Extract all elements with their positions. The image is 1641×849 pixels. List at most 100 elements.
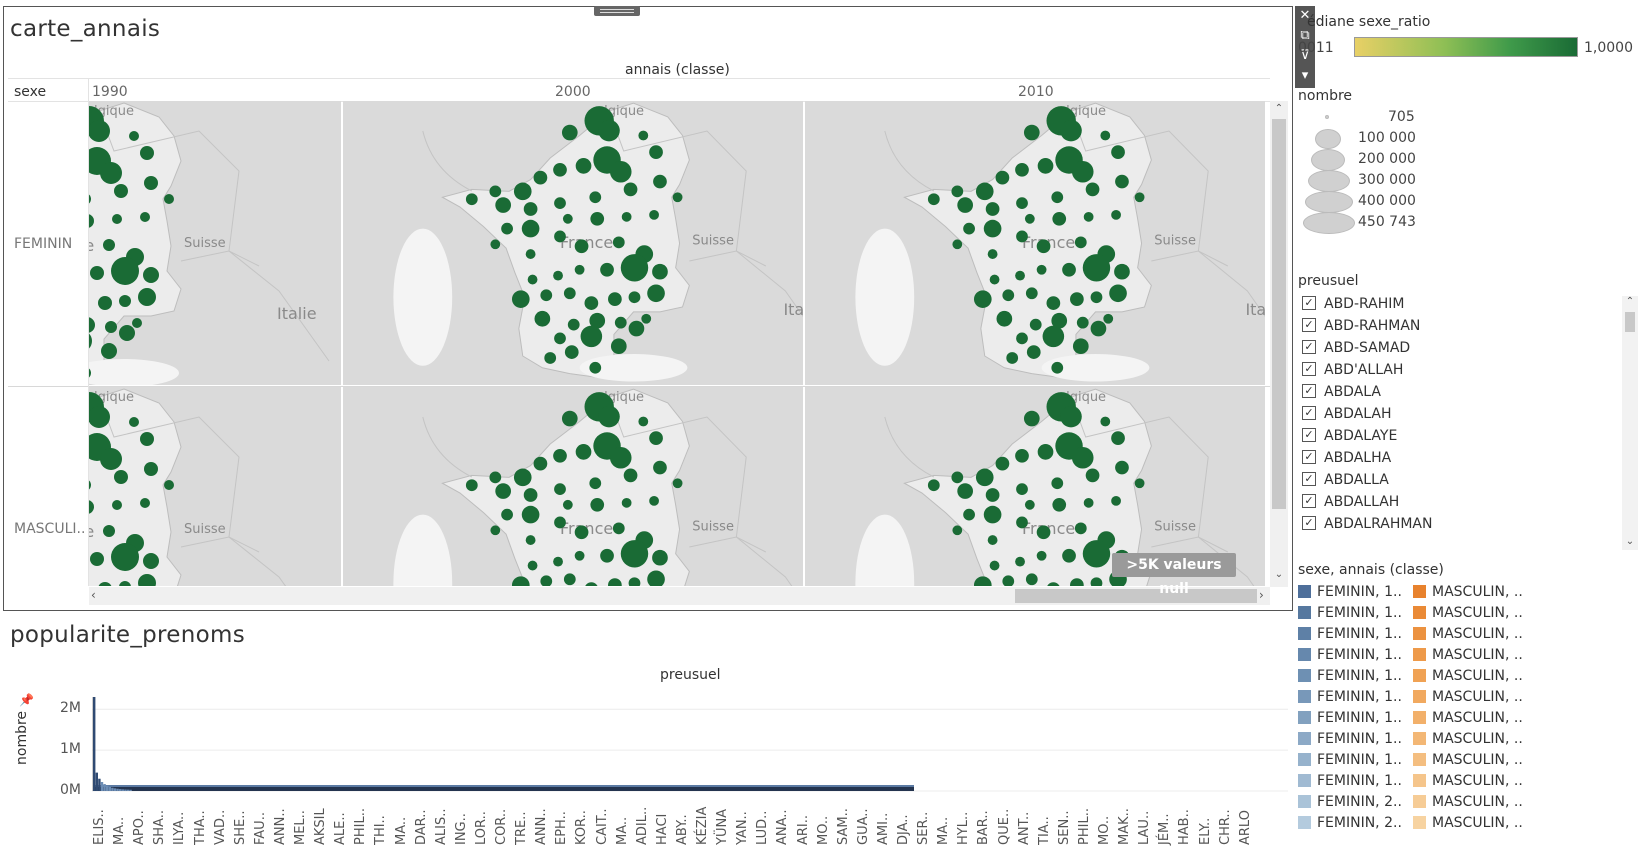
map-bubble[interactable] bbox=[1023, 410, 1040, 427]
map-bubble[interactable] bbox=[609, 446, 632, 469]
map-bubble[interactable] bbox=[672, 478, 683, 489]
filter-item[interactable]: ✓ ABD-RAHIM bbox=[1302, 296, 1405, 316]
checkbox-checked-icon[interactable]: ✓ bbox=[1302, 340, 1316, 354]
map-bubble[interactable] bbox=[164, 480, 174, 490]
map-bubble[interactable] bbox=[1082, 540, 1111, 568]
map-bubble[interactable] bbox=[983, 219, 1002, 238]
map-bubble[interactable] bbox=[90, 266, 104, 280]
legend-item-masculin[interactable]: MASCULIN, .. bbox=[1413, 773, 1523, 793]
map-bubble[interactable] bbox=[111, 543, 139, 571]
map-bubble[interactable] bbox=[649, 145, 663, 160]
map-bubble[interactable] bbox=[575, 158, 592, 174]
null-values-badge[interactable]: >5K valeurs null bbox=[1112, 553, 1236, 597]
map-bubble[interactable] bbox=[140, 212, 150, 222]
checkbox-checked-icon[interactable]: ✓ bbox=[1302, 406, 1316, 420]
map-bubble[interactable] bbox=[647, 570, 665, 586]
map-bubble[interactable] bbox=[513, 182, 532, 201]
map-cell-feminin-2010[interactable]: lgiqueFranceSuisseItalie bbox=[805, 101, 1265, 385]
map-bubble[interactable] bbox=[584, 296, 599, 310]
bar[interactable] bbox=[100, 782, 104, 791]
map-bubble[interactable] bbox=[609, 160, 632, 183]
map-bubble[interactable] bbox=[540, 289, 553, 302]
map-bubble[interactable] bbox=[652, 263, 668, 280]
map-bubble[interactable] bbox=[989, 560, 1000, 571]
map-bubble[interactable] bbox=[490, 525, 501, 536]
map-bubble[interactable] bbox=[621, 497, 632, 508]
legend-item-feminin[interactable]: FEMININ, 1.. bbox=[1298, 689, 1402, 709]
legend-item-masculin[interactable]: MASCULIN, .. bbox=[1413, 689, 1523, 709]
legend-item-feminin[interactable]: FEMININ, 1.. bbox=[1298, 731, 1402, 751]
map-bubble[interactable] bbox=[628, 320, 645, 337]
filter-scrollbar[interactable]: ⌃ ⌄ bbox=[1622, 296, 1638, 550]
map-bubble[interactable] bbox=[574, 239, 589, 254]
map-bubble[interactable] bbox=[144, 176, 158, 190]
map-bubble[interactable] bbox=[1016, 516, 1028, 529]
filter-item[interactable]: ✓ ABDALLAH bbox=[1302, 494, 1399, 514]
map-bubble[interactable] bbox=[1114, 263, 1130, 280]
bar[interactable] bbox=[103, 784, 106, 791]
map-bubble[interactable] bbox=[963, 222, 975, 235]
map-bubble[interactable] bbox=[1085, 468, 1100, 483]
legend-item-feminin[interactable]: FEMININ, 1.. bbox=[1298, 710, 1402, 730]
map-bubble[interactable] bbox=[589, 477, 602, 490]
map-bubble[interactable] bbox=[1111, 431, 1125, 446]
map-bubble[interactable] bbox=[1090, 291, 1103, 304]
map-bubble[interactable] bbox=[1036, 264, 1047, 275]
map-bubble[interactable] bbox=[89, 330, 92, 352]
map-bubble[interactable] bbox=[98, 582, 112, 586]
legend-item-feminin[interactable]: FEMININ, 2.. bbox=[1298, 794, 1402, 814]
map-bubble[interactable] bbox=[589, 312, 606, 329]
map-bubble[interactable] bbox=[957, 197, 973, 213]
map-bubble[interactable] bbox=[100, 448, 122, 470]
map-bubble[interactable] bbox=[527, 560, 538, 571]
map-bubble[interactable] bbox=[144, 462, 158, 476]
map-bubble[interactable] bbox=[1072, 338, 1089, 355]
map-bubble[interactable] bbox=[114, 184, 128, 198]
map-bubble[interactable] bbox=[495, 483, 511, 499]
filter-item[interactable]: ✓ ABDALHA bbox=[1302, 450, 1391, 470]
map-bubble[interactable] bbox=[164, 194, 174, 204]
map-bubble[interactable] bbox=[608, 578, 622, 586]
map-bubble[interactable] bbox=[580, 325, 603, 348]
map-bubble[interactable] bbox=[1070, 292, 1084, 307]
bar[interactable] bbox=[116, 788, 119, 791]
legend-item-masculin[interactable]: MASCULIN, .. bbox=[1413, 710, 1523, 730]
map-bubble[interactable] bbox=[623, 468, 638, 483]
map-bubble[interactable] bbox=[140, 432, 154, 446]
map-bubble[interactable] bbox=[89, 479, 91, 491]
map-bubble[interactable] bbox=[987, 535, 998, 545]
map-bubble[interactable] bbox=[1083, 211, 1094, 222]
map-bubble[interactable] bbox=[119, 581, 131, 586]
map-cell-masculin-2000[interactable]: lgiqueFranceSuisse bbox=[343, 387, 803, 586]
checkbox-checked-icon[interactable]: ✓ bbox=[1302, 494, 1316, 508]
map-bubble[interactable] bbox=[89, 193, 91, 205]
map-bubble[interactable] bbox=[1024, 499, 1035, 510]
map-bubble[interactable] bbox=[1016, 230, 1028, 243]
filter-icon[interactable]: ⊽ bbox=[1300, 48, 1310, 63]
map-bubble[interactable] bbox=[1090, 320, 1107, 337]
map-bubble[interactable] bbox=[112, 214, 122, 224]
map-bubble[interactable] bbox=[1025, 287, 1038, 300]
map-bubble[interactable] bbox=[534, 310, 551, 327]
map-bubble[interactable] bbox=[561, 124, 578, 141]
map-bubble[interactable] bbox=[653, 174, 667, 189]
map-bubble[interactable] bbox=[574, 264, 585, 275]
map-bubble[interactable] bbox=[1060, 405, 1082, 428]
map-bubble[interactable] bbox=[1016, 332, 1028, 345]
map-bubble[interactable] bbox=[89, 120, 110, 142]
filter-item[interactable]: ✓ ABDALLA bbox=[1302, 472, 1389, 492]
map-cell-feminin-1990[interactable]: lgique rance Suisse Italie bbox=[89, 101, 341, 385]
map-bubble[interactable] bbox=[544, 352, 557, 364]
bar[interactable] bbox=[108, 786, 111, 791]
map-bubble[interactable] bbox=[119, 295, 131, 307]
map-bubble[interactable] bbox=[89, 317, 95, 333]
map-bubble[interactable] bbox=[1051, 477, 1064, 490]
map-bubble[interactable] bbox=[590, 211, 605, 226]
map-bubble[interactable] bbox=[612, 236, 625, 249]
map-bubble[interactable] bbox=[564, 345, 579, 359]
checkbox-checked-icon[interactable]: ✓ bbox=[1302, 318, 1316, 332]
map-bubble[interactable] bbox=[511, 290, 530, 308]
map-bubble[interactable] bbox=[90, 552, 104, 566]
map-bubble[interactable] bbox=[638, 130, 649, 141]
pin-icon[interactable]: 📌 bbox=[19, 693, 34, 707]
